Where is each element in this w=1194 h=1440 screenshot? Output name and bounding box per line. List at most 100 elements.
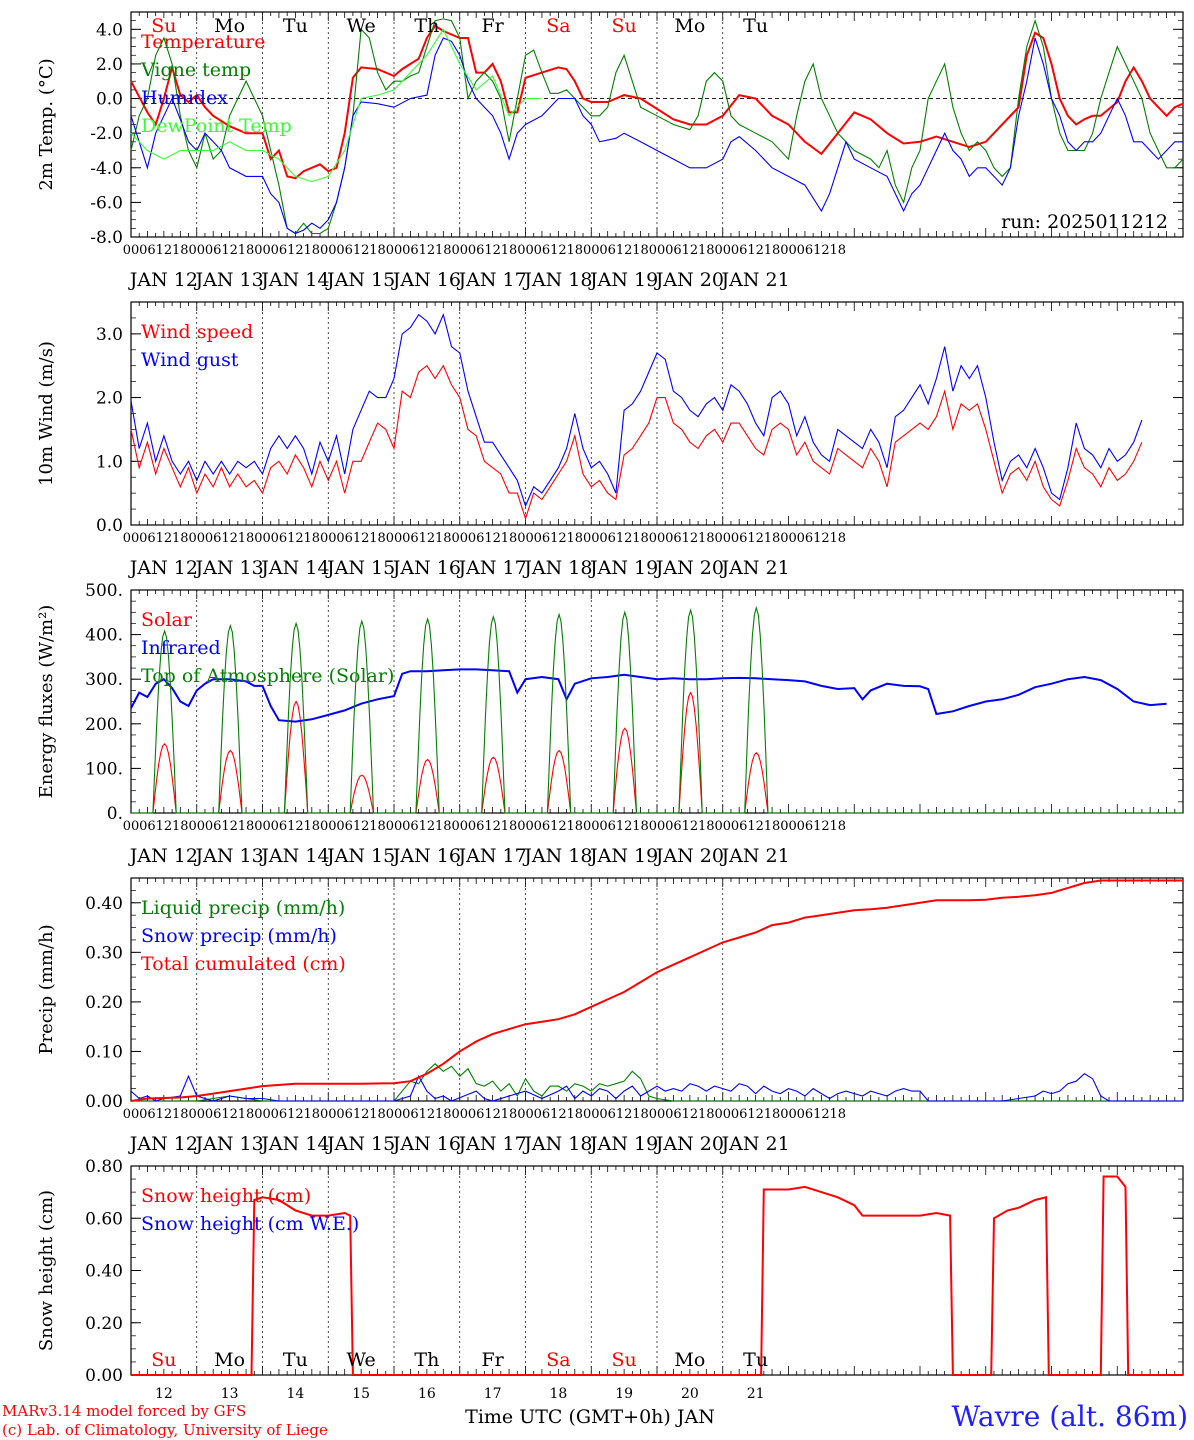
date-label: JAN 13 <box>194 1133 264 1155</box>
hour-tick-label: 12 <box>287 243 304 258</box>
day-abbrev-top: Su <box>151 15 176 37</box>
day-abbrev-top: We <box>347 15 376 37</box>
hour-tick-label: 00 <box>583 243 600 258</box>
hour-tick-label: 00 <box>583 1107 600 1122</box>
day-abbrev-bottom: We <box>347 1349 376 1371</box>
legend-entry: Infrared <box>141 637 221 659</box>
y-tick-label: 0. <box>107 804 123 824</box>
hour-tick-label: 06 <box>468 1107 485 1122</box>
hour-tick-label: 06 <box>534 243 551 258</box>
series-line-infrared <box>130 668 1167 723</box>
day-number: 20 <box>681 1386 699 1402</box>
hour-tick-label: 12 <box>419 531 436 546</box>
hour-tick-label: 06 <box>797 243 814 258</box>
date-label: JAN 16 <box>391 845 461 867</box>
date-label: JAN 13 <box>194 845 264 867</box>
series-line-total-cumulated-cm- <box>130 879 1183 1102</box>
hour-tick-label: 06 <box>468 531 485 546</box>
hour-tick-label: 12 <box>550 243 567 258</box>
hour-tick-label: 00 <box>451 1107 468 1122</box>
y-tick-label: 4.0 <box>96 20 123 40</box>
hour-tick-label: 12 <box>616 243 633 258</box>
hour-tick-label: 06 <box>599 531 616 546</box>
hour-tick-label: 06 <box>336 531 353 546</box>
hour-tick-label: 18 <box>172 1107 189 1122</box>
hour-tick-label: 18 <box>238 819 255 834</box>
hour-tick-label: 12 <box>747 531 764 546</box>
hour-tick-label: 00 <box>649 243 666 258</box>
hour-tick-label: 12 <box>156 531 173 546</box>
y-tick-label: 0.20 <box>85 993 123 1013</box>
hour-tick-label: 06 <box>205 819 222 834</box>
y-tick-label: -6.0 <box>90 193 123 213</box>
hour-tick-label: 06 <box>468 819 485 834</box>
hour-tick-label: 06 <box>402 1107 419 1122</box>
day-number: 16 <box>418 1386 436 1402</box>
hour-tick-label: 18 <box>764 819 781 834</box>
hour-tick-label: 00 <box>780 819 797 834</box>
hour-tick-label: 18 <box>567 1107 584 1122</box>
hour-tick-label: 18 <box>830 243 847 258</box>
hour-tick-label: 06 <box>271 243 288 258</box>
hour-tick-label: 18 <box>567 243 584 258</box>
day-abbrev-bottom: Sa <box>546 1349 570 1371</box>
hour-tick-label: 18 <box>501 1107 518 1122</box>
date-label: JAN 21 <box>720 269 790 291</box>
hour-tick-label: 12 <box>682 531 699 546</box>
hour-tick-label: 18 <box>172 243 189 258</box>
date-label: JAN 12 <box>128 557 198 579</box>
day-abbrev-top: Tu <box>283 15 308 37</box>
hour-tick-label: 12 <box>484 1107 501 1122</box>
date-label: JAN 20 <box>654 269 724 291</box>
y-tick-label: 0.80 <box>85 1157 123 1177</box>
hour-tick-label: 06 <box>139 1107 156 1122</box>
day-number: 19 <box>615 1386 633 1402</box>
hour-tick-label: 06 <box>599 819 616 834</box>
y-tick-label: 300. <box>85 670 123 690</box>
hour-tick-label: 18 <box>632 1107 649 1122</box>
hour-tick-label: 18 <box>369 531 386 546</box>
hour-tick-label: 06 <box>205 531 222 546</box>
legend-entry: Humidex <box>141 87 228 109</box>
date-label: JAN 21 <box>720 557 790 579</box>
hour-tick-label: 18 <box>698 243 715 258</box>
hour-tick-label: 06 <box>205 243 222 258</box>
date-label: JAN 12 <box>128 845 198 867</box>
hour-tick-label: 12 <box>221 243 238 258</box>
date-label: JAN 18 <box>522 269 592 291</box>
hour-tick-label: 06 <box>599 243 616 258</box>
hour-tick-label: 12 <box>616 531 633 546</box>
hour-tick-label: 12 <box>813 1107 830 1122</box>
date-label: JAN 18 <box>522 1133 592 1155</box>
y-tick-label: 0.00 <box>85 1366 123 1386</box>
hour-tick-label: 00 <box>188 819 205 834</box>
hour-tick-label: 06 <box>402 243 419 258</box>
hour-tick-label: 18 <box>567 819 584 834</box>
y-tick-label: 0.60 <box>85 1209 123 1229</box>
series-line-humidex <box>130 37 1183 235</box>
day-abbrev-bottom: Fr <box>481 1349 504 1371</box>
hour-tick-label: 06 <box>271 819 288 834</box>
hour-tick-label: 06 <box>139 531 156 546</box>
hour-tick-label: 00 <box>714 531 731 546</box>
hour-tick-label: 06 <box>534 1107 551 1122</box>
y-tick-label: 0.30 <box>85 943 123 963</box>
hour-tick-label: 12 <box>353 243 370 258</box>
hour-tick-label: 06 <box>731 1107 748 1122</box>
hour-tick-label: 18 <box>435 1107 452 1122</box>
hour-tick-label: 12 <box>813 531 830 546</box>
hour-tick-label: 00 <box>188 531 205 546</box>
hour-tick-label: 06 <box>336 243 353 258</box>
y-tick-label: 0.40 <box>85 1262 123 1282</box>
hour-tick-label: 12 <box>156 1107 173 1122</box>
y-axis-label: Snow height (cm) <box>36 1190 57 1351</box>
hour-tick-label: 00 <box>451 243 468 258</box>
hour-tick-label: 06 <box>665 531 682 546</box>
hour-tick-label: 12 <box>221 1107 238 1122</box>
panel-3: 500. 400. 300. 200. 100. 0. Energy fluxes (W/m… <box>36 581 1184 867</box>
y-axis-label: 2m Temp. (°C) <box>36 58 57 190</box>
hour-tick-label: 00 <box>188 243 205 258</box>
series-line-dewpoint-temp <box>130 28 542 183</box>
hour-tick-label: 12 <box>353 1107 370 1122</box>
date-label: JAN 20 <box>654 1133 724 1155</box>
